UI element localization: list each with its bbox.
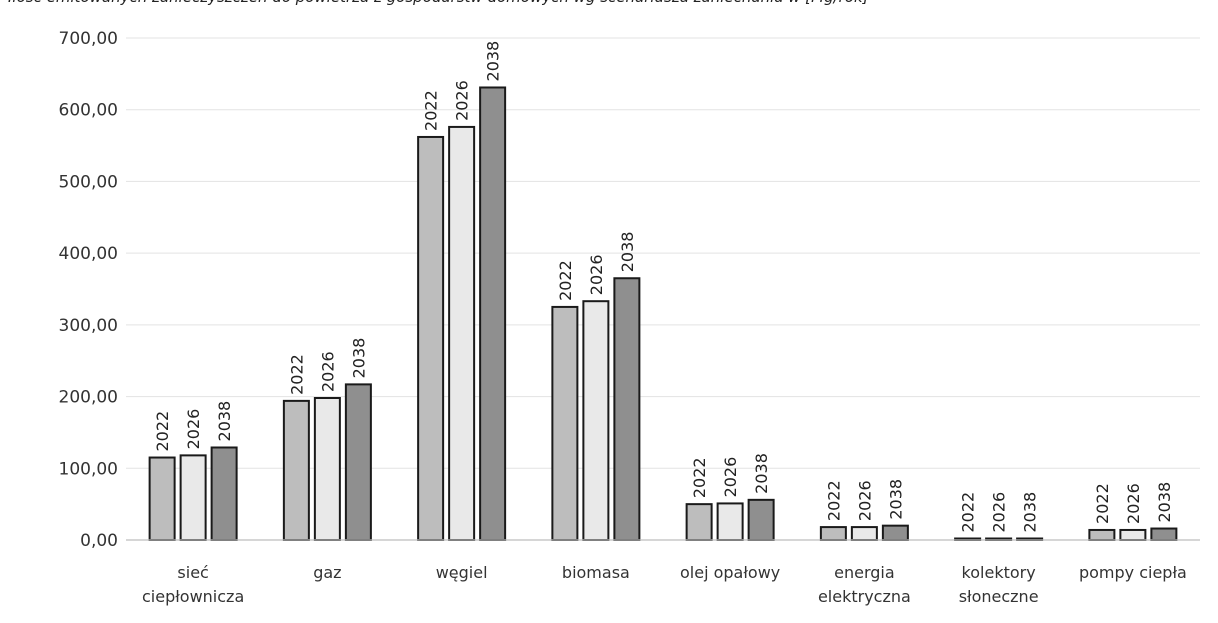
data-label: 2026: [318, 351, 337, 392]
data-label: 2038: [886, 479, 905, 520]
gridlines: [126, 37, 1200, 469]
y-tick-label: 400,00: [59, 244, 118, 264]
y-tick-label: 700,00: [59, 29, 118, 49]
data-labels: 2022 2026 2038 2022 2026 2038 2022 2026 2038 2022…: [153, 41, 1174, 533]
data-label: 2022: [1093, 483, 1112, 524]
x-category-label: węgiel: [436, 563, 488, 582]
x-category-label: olej opałowy: [680, 563, 780, 582]
bar-2022: [819, 526, 847, 542]
bar-2022: [685, 503, 713, 541]
data-label: 2038: [1155, 482, 1174, 523]
x-category-label: ciepłownicza: [142, 587, 244, 606]
data-label: 2026: [453, 80, 472, 121]
bar-2038: [1150, 527, 1178, 541]
bar-2022: [148, 456, 176, 541]
x-category-label: słoneczne: [959, 587, 1039, 606]
bar-2038: [613, 277, 641, 541]
data-label: 2038: [215, 401, 234, 442]
data-label: 2026: [990, 492, 1009, 533]
data-label: 2026: [855, 480, 874, 521]
x-category-label: gaz: [313, 563, 341, 582]
data-label: 2038: [618, 232, 637, 273]
data-label: 2038: [1021, 492, 1040, 533]
y-tick-label: 100,00: [59, 459, 118, 479]
bar-2038: [344, 383, 372, 541]
bar-2026: [313, 397, 341, 541]
x-category-label: sieć: [177, 563, 208, 582]
bar-2026: [448, 125, 476, 541]
data-label: 2022: [422, 90, 441, 131]
bar-2038: [881, 524, 909, 542]
bar-2038: [747, 498, 775, 541]
y-tick-label: 600,00: [59, 101, 118, 121]
chart-title: Ilość emitowanych zanieczyszczeń do powi…: [0, 0, 1218, 12]
bar-2022: [1088, 528, 1116, 542]
y-axis: 0,00 100,00 200,00 300,00 400,00 500,00 600,00…: [59, 29, 118, 551]
data-label: 2022: [824, 480, 843, 521]
data-label: 2022: [556, 260, 575, 301]
data-label: 2026: [1124, 483, 1143, 524]
bar-2026: [716, 502, 744, 542]
y-tick-label: 300,00: [59, 316, 118, 336]
bar-2022: [551, 305, 579, 541]
data-label: 2022: [287, 354, 306, 395]
bar-2026: [1119, 528, 1147, 542]
bar-2038: [210, 446, 238, 542]
bar-2022: [282, 399, 310, 542]
data-label: 2026: [587, 254, 606, 295]
data-label: 2022: [959, 492, 978, 533]
bar-2026: [179, 454, 207, 541]
data-label: 2026: [721, 457, 740, 498]
y-tick-label: 200,00: [59, 388, 118, 408]
y-tick-label: 500,00: [59, 172, 118, 192]
x-category-label: energia: [834, 563, 895, 582]
x-axis: sieć ciepłownicza gaz węgiel biomasa olej opa…: [126, 539, 1200, 606]
bar-2022: [417, 135, 445, 541]
y-tick-label: 0,00: [80, 531, 118, 551]
bar-2038: [479, 86, 507, 542]
data-label: 2022: [153, 411, 172, 452]
x-category-label: kolektory: [962, 563, 1036, 582]
x-category-label: pompy ciepła: [1079, 563, 1187, 582]
x-category-label: biomasa: [562, 563, 630, 582]
data-label: 2038: [752, 453, 771, 494]
data-label: 2026: [184, 409, 203, 450]
x-category-label: elektryczna: [818, 587, 911, 606]
data-label: 2038: [349, 338, 368, 379]
data-label: 2038: [484, 41, 503, 82]
bar-2026: [582, 300, 610, 542]
bar-2026: [850, 526, 878, 542]
bars: [148, 86, 1178, 542]
data-label: 2022: [690, 457, 709, 498]
